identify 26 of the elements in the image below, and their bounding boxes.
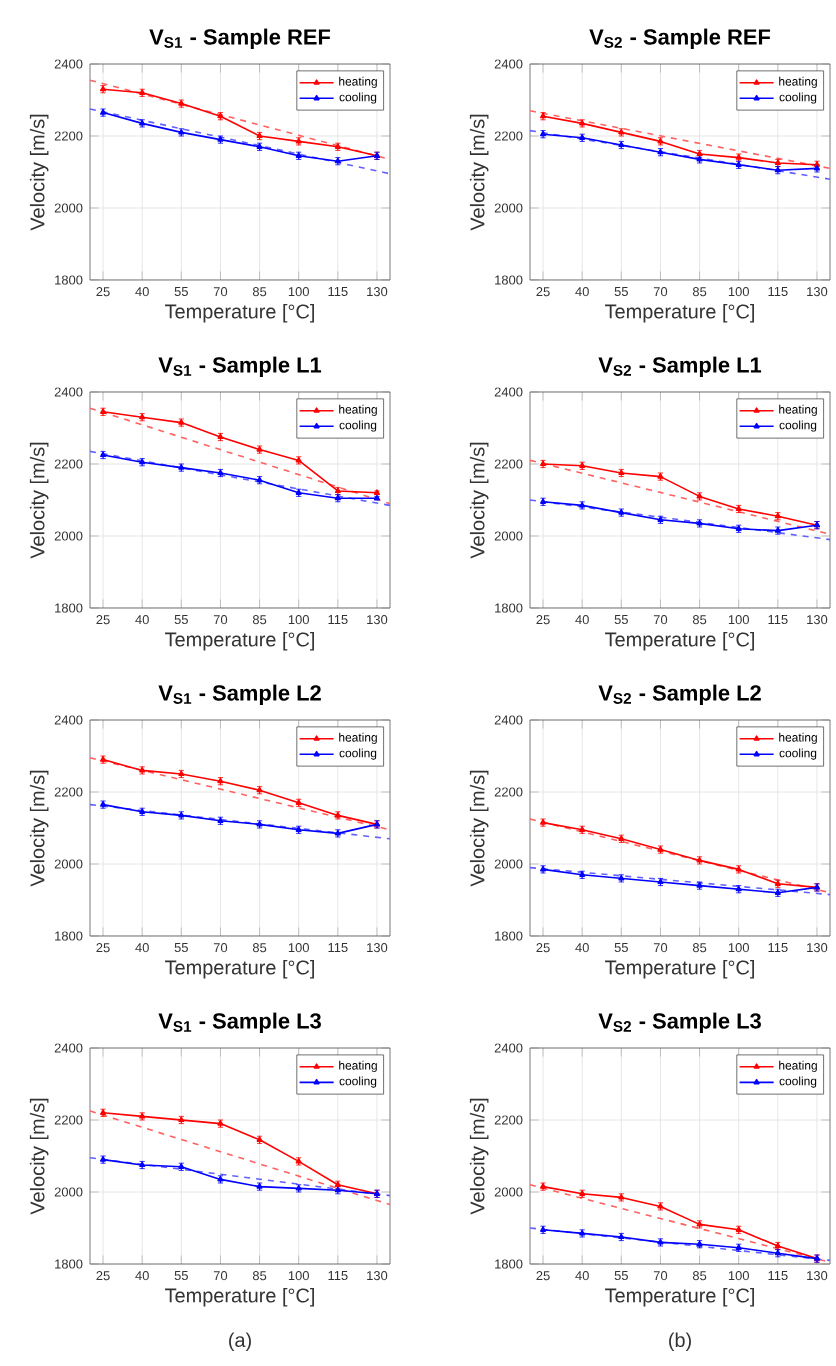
chart-title: V$_{S1}$ - Sample REF (149, 28, 331, 49)
x-axis-title: Temperature [°C] (605, 1287, 754, 1307)
chart-title: V$_{S2}$ - Sample L2 (598, 684, 761, 705)
y-axis-title: Velocity [m/s] (29, 442, 49, 559)
chart-title: V$_{S2}$ - Sample REF (589, 28, 771, 49)
x-axis-title: Temperature [°C] (165, 959, 314, 979)
x-axis-title: Temperature [°C] (605, 303, 754, 323)
text: (b) (669, 1332, 691, 1352)
y-axis-title: Velocity [m/s] (29, 1098, 49, 1215)
y-axis-title: Velocity [m/s] (29, 114, 49, 231)
y-axis-title: Velocity [m/s] (29, 770, 49, 887)
chart-title: V$_{S1}$ - Sample L3 (158, 1012, 321, 1033)
y-axis-title: Velocity [m/s] (469, 1098, 489, 1215)
x-axis-title: Temperature [°C] (605, 959, 754, 979)
x-axis-title: Temperature [°C] (165, 631, 314, 651)
chart-title: V$_{S2}$ - Sample L3 (598, 1012, 761, 1033)
chart-title: V$_{S1}$ - Sample L2 (158, 684, 321, 705)
y-axis-title: Velocity [m/s] (469, 442, 489, 559)
y-axis-title: Velocity [m/s] (469, 770, 489, 887)
x-axis-title: Temperature [°C] (165, 303, 314, 323)
y-axis-title: Velocity [m/s] (469, 114, 489, 231)
chart-title: V$_{S2}$ - Sample L1 (598, 356, 762, 377)
chart-title: V$_{S1}$ - Sample L1 (158, 356, 322, 377)
text: (a) (229, 1332, 251, 1352)
x-axis-title: Temperature [°C] (165, 1287, 314, 1307)
x-axis-title: Temperature [°C] (605, 631, 754, 651)
